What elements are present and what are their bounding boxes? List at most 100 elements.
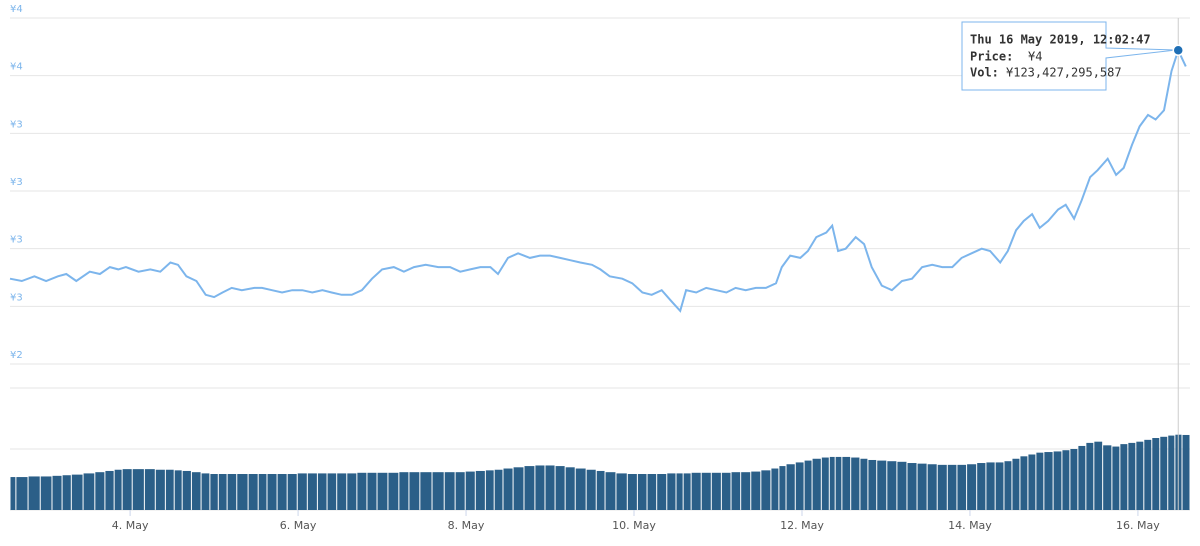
volume-bar xyxy=(357,472,367,510)
volume-bar xyxy=(347,473,357,510)
x-tick-label: 12. May xyxy=(780,519,824,532)
volume-bar xyxy=(995,462,1004,510)
volume-bar xyxy=(144,469,155,510)
x-tick-label: 16. May xyxy=(1116,519,1160,532)
volume-bar xyxy=(444,472,455,510)
volume-bar xyxy=(868,459,877,510)
volume-bar xyxy=(586,469,596,510)
volume-bar xyxy=(741,472,751,510)
x-tick-label: 8. May xyxy=(448,519,485,532)
volume-bar xyxy=(1020,456,1028,510)
volume-bar xyxy=(248,474,258,510)
volume-bar xyxy=(503,468,513,510)
hover-marker xyxy=(1172,44,1184,57)
volume-bar xyxy=(1144,439,1152,510)
volume-bar xyxy=(1182,434,1190,510)
volume-bar xyxy=(16,477,28,510)
tooltip-price: ¥4 xyxy=(1028,50,1042,64)
volume-bar xyxy=(907,463,917,510)
volume-bar xyxy=(1078,445,1086,510)
volume-bar xyxy=(1136,441,1144,510)
volume-bar xyxy=(821,457,829,510)
volume-bar xyxy=(287,474,297,510)
volume-bar xyxy=(201,473,210,510)
volume-bar xyxy=(52,475,62,510)
volume-bar xyxy=(1012,458,1020,510)
volume-bar xyxy=(1062,450,1070,510)
y-tick-label: ¥3 xyxy=(10,177,23,188)
volume-bar xyxy=(779,466,786,510)
volume-bar xyxy=(1053,451,1062,510)
volume-bar xyxy=(812,458,821,510)
volume-bar xyxy=(105,470,114,510)
volume-bar xyxy=(28,476,40,510)
volume-bar xyxy=(691,472,701,510)
y-tick-label: ¥3 xyxy=(10,235,23,246)
volume-bar xyxy=(258,474,267,510)
volume-bar xyxy=(761,470,771,510)
volume-bar xyxy=(267,474,277,510)
volume-bar xyxy=(731,472,741,510)
volume-bar xyxy=(455,472,465,510)
volume-bar xyxy=(114,469,122,510)
volume-bar xyxy=(1112,446,1120,510)
volume-bar xyxy=(835,456,842,510)
volume-bar xyxy=(701,472,711,510)
volume-bar xyxy=(1004,461,1012,510)
volume-bar xyxy=(297,473,307,510)
volume-bar xyxy=(575,468,586,510)
volume-bar xyxy=(986,462,995,510)
volume-bar xyxy=(465,471,475,510)
volume-bar xyxy=(596,470,605,510)
volume-bar xyxy=(721,472,731,510)
volume-bar xyxy=(957,464,967,510)
x-tick-label: 6. May xyxy=(280,519,317,532)
tooltip-date: Thu 16 May 2019, 12:02:47 xyxy=(970,33,1151,47)
x-tick-label: 14. May xyxy=(948,519,992,532)
volume-bar xyxy=(917,463,927,510)
volume-bar xyxy=(667,473,676,510)
volume-bar xyxy=(683,473,691,510)
volume-bar xyxy=(842,456,851,510)
volume-bar xyxy=(545,465,555,510)
volume-bar xyxy=(524,466,535,510)
tooltip-vol: ¥123,427,295,587 xyxy=(1006,66,1122,80)
volume-bar xyxy=(174,470,182,510)
volume-bar xyxy=(218,474,227,510)
volume-bar xyxy=(786,464,795,510)
volume-bar xyxy=(327,473,337,510)
volume-bar xyxy=(182,470,191,510)
volume-bar xyxy=(122,469,132,510)
volume-bar xyxy=(535,465,545,510)
volume-bar xyxy=(165,469,174,510)
volume-bar xyxy=(947,464,957,510)
volume-bar xyxy=(897,461,907,510)
volume-bar xyxy=(829,456,835,510)
x-tick-label: 4. May xyxy=(112,519,149,532)
volume-bar xyxy=(637,474,647,510)
volume-bar xyxy=(191,472,201,510)
volume-bar xyxy=(851,457,860,510)
volume-bar xyxy=(432,472,444,510)
y-tick-label: ¥4 xyxy=(10,4,23,15)
volume-bar xyxy=(475,470,485,510)
volume-bar xyxy=(1086,442,1094,510)
volume-bar xyxy=(627,474,637,510)
volume-bar xyxy=(1128,442,1136,510)
volume-bar xyxy=(1120,444,1128,510)
volume-bar xyxy=(927,464,937,510)
volume-bar xyxy=(399,472,409,510)
volume-bar xyxy=(1028,454,1036,510)
volume-bar xyxy=(860,458,868,510)
volume-bar xyxy=(40,476,52,510)
tooltip-box xyxy=(961,21,1177,91)
volume-bar xyxy=(10,477,16,510)
volume-bar xyxy=(155,469,165,510)
volume-bar xyxy=(1168,435,1175,510)
volume-bar xyxy=(771,468,779,510)
volume-bar xyxy=(711,472,721,510)
volume-bar xyxy=(967,464,977,510)
volume-bar xyxy=(307,473,317,510)
volume-bar xyxy=(485,470,494,510)
volume-bar xyxy=(62,475,71,510)
